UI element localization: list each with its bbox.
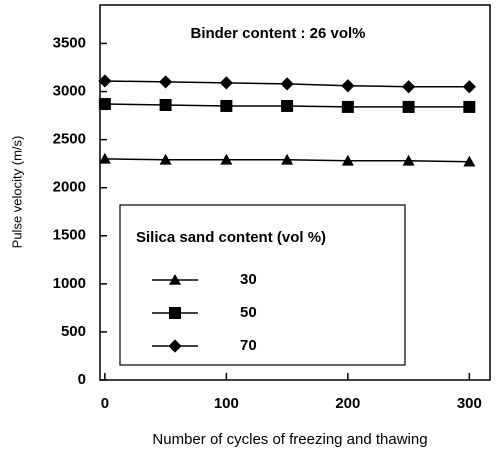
marker bbox=[402, 154, 415, 166]
marker bbox=[220, 153, 233, 165]
marker bbox=[341, 79, 355, 93]
y-tick-label: 3000 bbox=[53, 83, 86, 100]
x-tick-label: 100 bbox=[214, 395, 239, 412]
marker bbox=[280, 77, 294, 91]
marker bbox=[98, 74, 112, 88]
marker bbox=[98, 152, 111, 164]
marker bbox=[462, 80, 476, 94]
marker bbox=[159, 153, 172, 165]
marker bbox=[402, 100, 415, 113]
legend-marker bbox=[169, 307, 181, 319]
marker bbox=[463, 100, 476, 113]
marker bbox=[98, 98, 111, 111]
marker bbox=[341, 100, 354, 113]
marker bbox=[341, 154, 354, 166]
y-tick-label: 0 bbox=[78, 371, 86, 388]
legend-label: 70 bbox=[240, 337, 257, 354]
y-tick-label: 1500 bbox=[53, 227, 86, 244]
y-tick-label: 3500 bbox=[53, 34, 86, 51]
marker bbox=[159, 99, 172, 111]
marker bbox=[281, 153, 294, 165]
y-axis-label: Pulse velocity (m/s) bbox=[9, 136, 24, 249]
marker bbox=[463, 155, 476, 167]
legend-label: 50 bbox=[240, 304, 257, 321]
marker bbox=[159, 75, 173, 89]
marker bbox=[219, 76, 233, 90]
annotation: Binder content : 26 vol% bbox=[190, 25, 365, 42]
x-tick-label: 200 bbox=[335, 395, 360, 412]
x-tick-label: 300 bbox=[457, 395, 482, 412]
marker bbox=[220, 99, 233, 112]
y-tick-label: 2000 bbox=[53, 179, 86, 196]
y-tick-label: 1000 bbox=[53, 275, 86, 292]
plot-frame bbox=[99, 4, 491, 381]
legend-box bbox=[119, 204, 406, 366]
legend-marker bbox=[169, 274, 181, 285]
legend-title: Silica sand content (vol %) bbox=[136, 229, 326, 246]
marker bbox=[281, 99, 294, 112]
marker bbox=[401, 80, 416, 94]
x-tick-label: 0 bbox=[101, 395, 109, 412]
y-tick-label: 2500 bbox=[53, 131, 86, 148]
y-tick-label: 500 bbox=[61, 323, 86, 340]
legend-marker bbox=[168, 339, 182, 353]
legend-label: 30 bbox=[240, 271, 257, 288]
x-axis-label: Number of cycles of freezing and thawing bbox=[152, 431, 427, 448]
